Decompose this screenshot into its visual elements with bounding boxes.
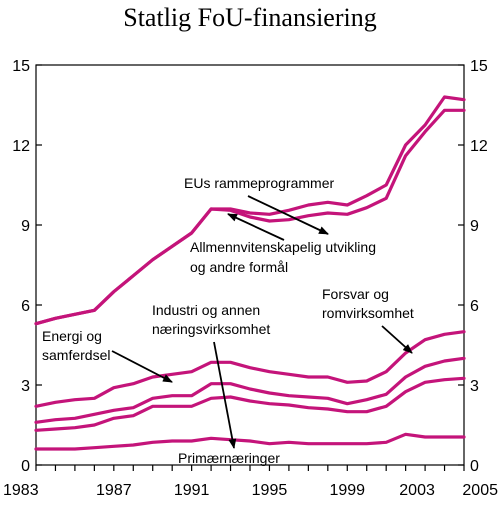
- series-line-1: [34, 108, 466, 326]
- y-tick-label-right: 3: [470, 378, 479, 395]
- annotation-primaer-label: Primærnæringer: [178, 450, 280, 466]
- x-tick-label: 1987: [96, 482, 132, 499]
- x-tick-label: 1995: [252, 482, 288, 499]
- annotation-forsvar-label-2: romvirksomhet: [322, 305, 414, 321]
- annotations: EUs rammeprogrammer Allmennvitenskapelig…: [42, 175, 414, 466]
- y-axis-right: 0 3 6 9 12 15: [458, 58, 488, 475]
- y-tick-label-left: 15: [12, 58, 30, 75]
- annotation-industri-label-1: Industri og annen: [152, 302, 260, 318]
- annotation-allmenn-label-2: og andre formål: [190, 259, 288, 275]
- annotation-energi-label-1: Energi og: [42, 328, 102, 344]
- annotation-forsvar-arrow: [381, 325, 413, 354]
- y-tick-label-right: 6: [470, 298, 479, 315]
- chart-title: Statlig FoU-finansiering: [123, 3, 376, 32]
- x-tick-label: 1991: [174, 482, 210, 499]
- series-line-5: [34, 432, 466, 451]
- series-line-4: [34, 376, 466, 432]
- x-tick-label: 2003: [399, 482, 435, 499]
- y-tick-label-right: 9: [470, 218, 479, 235]
- y-tick-label-left: 0: [21, 458, 30, 475]
- y-tick-label-left: 9: [21, 218, 30, 235]
- y-tick-label-right: 0: [470, 458, 479, 475]
- y-tick-label-left: 3: [21, 378, 30, 395]
- annotation-energi-arrow: [111, 350, 173, 383]
- y-tick-label-left: 6: [21, 298, 30, 315]
- y-tick-label-right: 12: [470, 138, 488, 155]
- y-axis-left: 0 3 6 9 12 15: [12, 58, 42, 475]
- series-line-3: [34, 356, 466, 424]
- y-tick-label-left: 12: [12, 138, 30, 155]
- x-axis: 1983 1987 1991 1995 1999 2003 2005: [3, 465, 498, 499]
- annotation-eu-arrow: [247, 195, 329, 235]
- x-tick-label: 1999: [329, 482, 365, 499]
- annotation-allmenn-arrow: [227, 213, 285, 241]
- series-lines: [34, 95, 466, 451]
- y-tick-label-right: 15: [470, 58, 488, 75]
- annotation-energi-label-2: samferdsel: [42, 347, 110, 363]
- x-tick-label: 1983: [3, 482, 39, 499]
- annotation-forsvar-label-1: Forsvar og: [322, 286, 389, 302]
- series-line-2: [34, 330, 466, 408]
- annotation-allmenn-label-1: Allmennvitenskapelig utvikling: [190, 239, 376, 255]
- x-tick-label: 2005: [462, 482, 498, 499]
- annotation-eu-label: EUs rammeprogrammer: [184, 175, 334, 191]
- annotation-industri-arrow: [213, 341, 237, 449]
- series-line-0: [34, 95, 466, 326]
- annotation-industri-label-2: næringsvirksomhet: [152, 321, 270, 337]
